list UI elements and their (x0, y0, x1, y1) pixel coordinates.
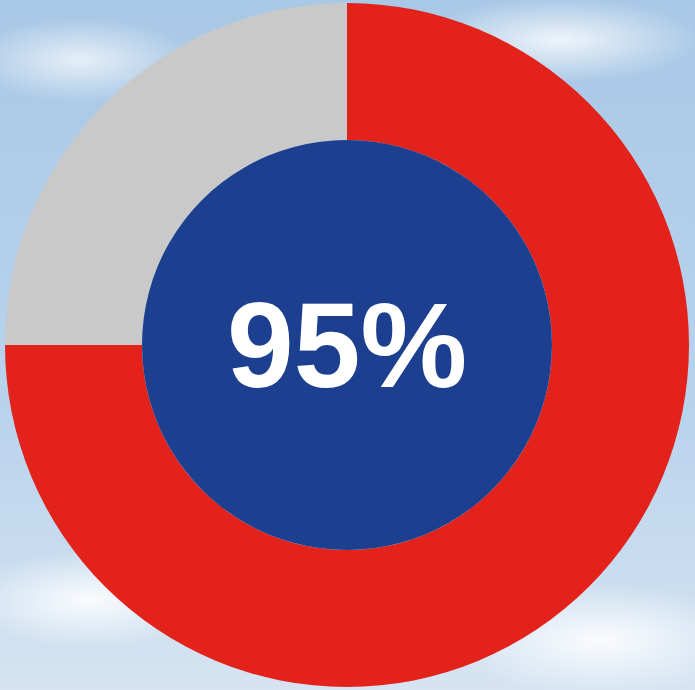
svg-text:95%: 95% (227, 278, 467, 412)
